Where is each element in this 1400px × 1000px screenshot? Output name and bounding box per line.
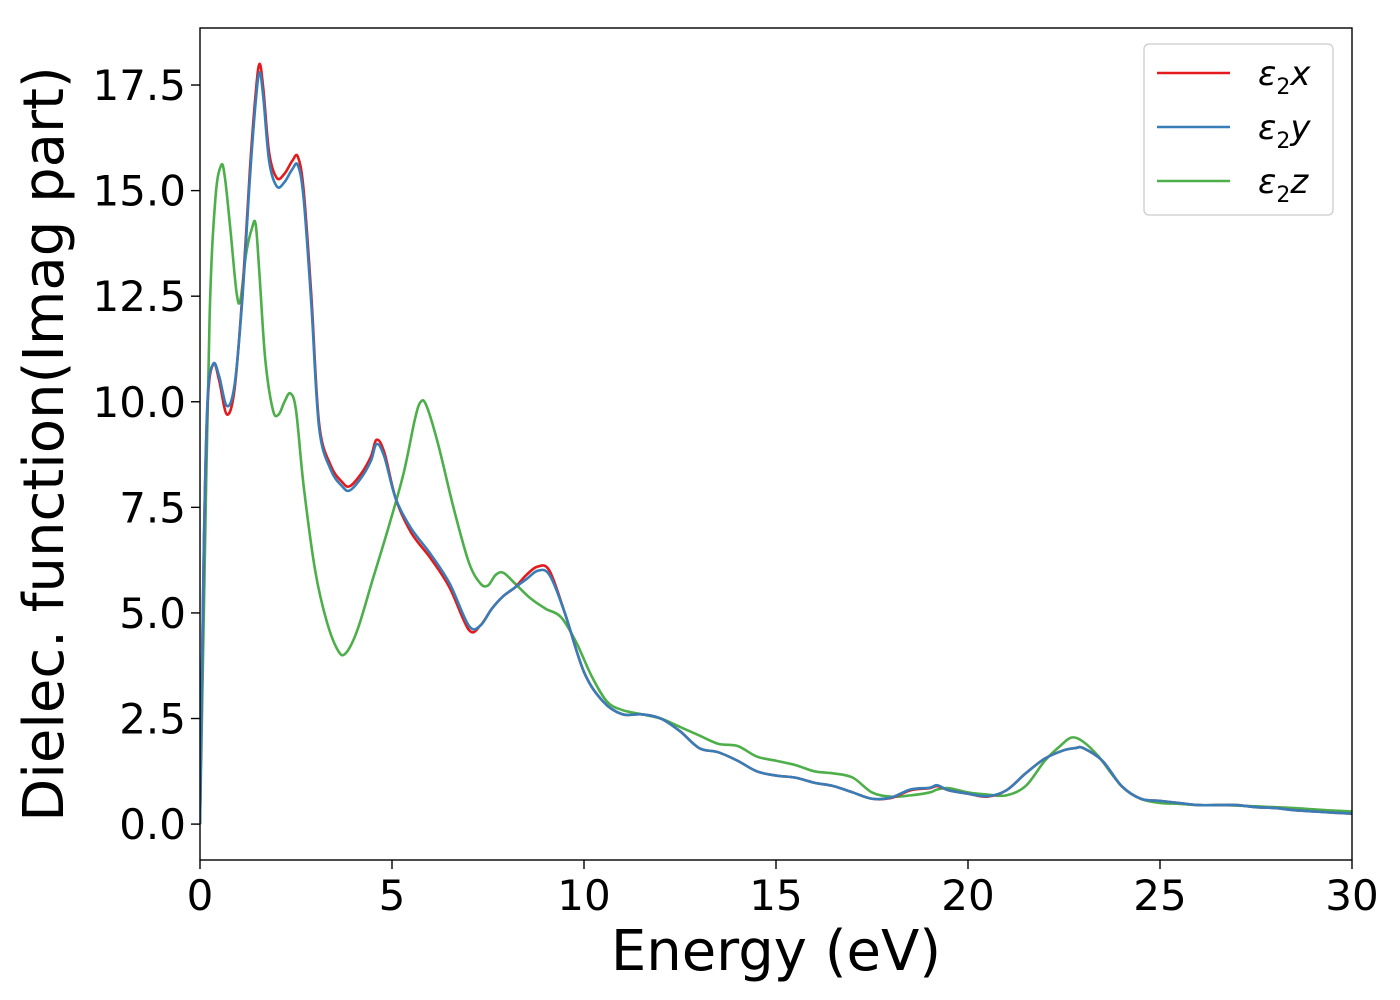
series-line-y bbox=[200, 71, 1352, 825]
y-tick-label: 5.0 bbox=[119, 589, 186, 638]
y-axis-ticks: 0.0 2.5 5.0 7.5 10.0 12.5 15.0 17.5 bbox=[92, 61, 200, 849]
legend-label-x: ε2x bbox=[1258, 54, 1311, 100]
y-axis-title: Dielec. function(Imag part) bbox=[12, 66, 77, 822]
legend-box bbox=[1143, 43, 1334, 216]
x-tick-label: 25 bbox=[1133, 871, 1186, 920]
x-tick-label: 20 bbox=[941, 871, 994, 920]
x-tick-label: 15 bbox=[749, 871, 802, 920]
y-tick-label: 7.5 bbox=[119, 483, 186, 532]
y-tick-label: 10.0 bbox=[92, 378, 186, 427]
y-tick-label: 12.5 bbox=[92, 272, 186, 321]
legend-label-y: ε2y bbox=[1258, 108, 1311, 154]
y-tick-label: 0.0 bbox=[119, 800, 186, 849]
x-tick-label: 30 bbox=[1325, 871, 1378, 920]
x-tick-label: 0 bbox=[187, 871, 214, 920]
series-line-z bbox=[200, 162, 1352, 825]
series-layer bbox=[200, 62, 1352, 825]
y-tick-label: 2.5 bbox=[119, 695, 186, 744]
x-tick-label: 5 bbox=[379, 871, 406, 920]
x-axis-ticks: 0 5 10 15 20 25 30 bbox=[187, 860, 1379, 920]
x-tick-label: 10 bbox=[557, 871, 610, 920]
legend-label-z: ε2z bbox=[1258, 162, 1309, 208]
x-axis-title: Energy (eV) bbox=[611, 919, 941, 984]
legend: ε2x ε2y ε2z bbox=[1143, 43, 1334, 216]
y-tick-label: 17.5 bbox=[92, 61, 186, 110]
y-tick-label: 15.0 bbox=[92, 167, 186, 216]
